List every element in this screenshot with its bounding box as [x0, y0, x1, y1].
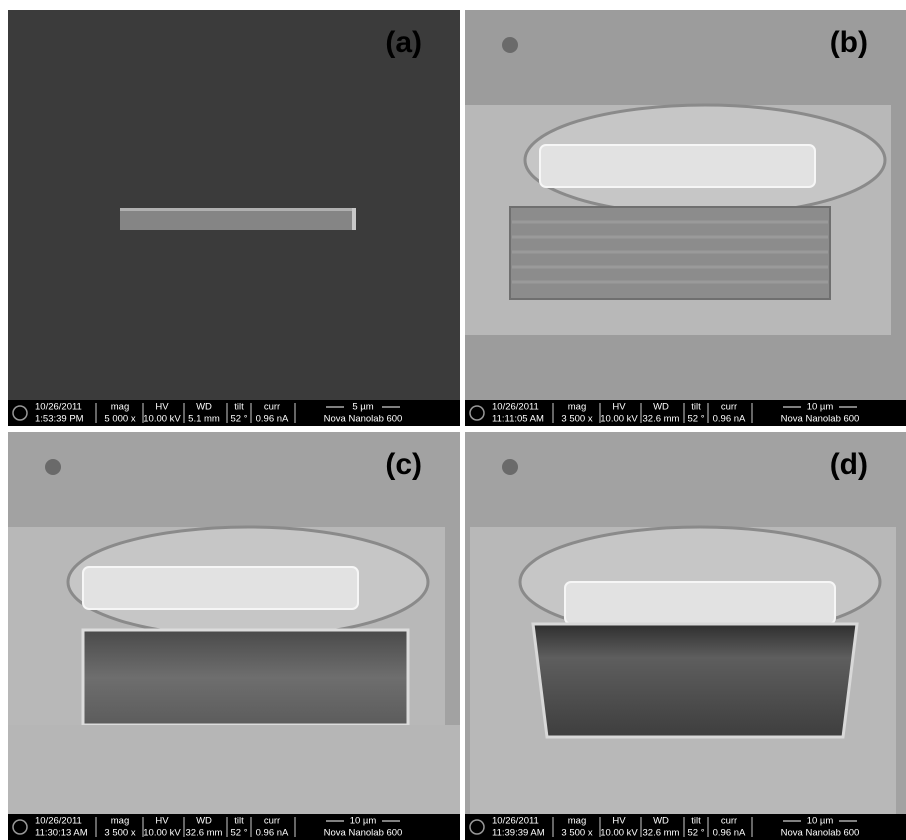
field-label: mag [568, 816, 586, 827]
field-value: 52 ° [230, 414, 247, 425]
lamella [540, 145, 815, 187]
time: 1:53:39 PM [35, 414, 84, 425]
date: 10/26/2011 [492, 816, 539, 827]
field-value: 52 ° [230, 828, 247, 839]
lamella-side [352, 208, 356, 230]
lower-surface [8, 725, 460, 814]
field-label: curr [721, 816, 737, 827]
time: 11:39:39 AM [492, 828, 545, 839]
field-label: WD [653, 402, 669, 413]
page: (a)10/26/20111:53:39 PMmag5 000 xHV10.00… [0, 0, 906, 840]
field-label: HV [155, 816, 169, 827]
scale-bar-label: 10 µm [807, 816, 834, 827]
field-label: WD [653, 816, 669, 827]
field-value: 10.00 kV [600, 414, 638, 425]
field-value: 10.00 kV [143, 828, 181, 839]
date: 10/26/2011 [492, 402, 539, 413]
field-label: tilt [691, 402, 701, 413]
field-value: 0.96 nA [256, 828, 289, 839]
field-value: 52 ° [687, 828, 704, 839]
trench [533, 624, 857, 737]
field-label: mag [568, 402, 586, 413]
field-label: mag [111, 816, 129, 827]
field-value: 0.96 nA [256, 414, 289, 425]
field-label: HV [612, 402, 626, 413]
scale-bar-label: 5 µm [352, 402, 373, 413]
field-value: 3 500 x [561, 414, 592, 425]
field-value: 10.00 kV [143, 414, 181, 425]
scale-bar-label: 10 µm [807, 402, 834, 413]
field-label: HV [155, 402, 169, 413]
particle [502, 37, 518, 53]
sem-image [465, 10, 906, 400]
panel-label: (d) [830, 448, 868, 481]
instrument: Nova Nanolab 600 [324, 828, 403, 839]
background [8, 10, 460, 400]
field-value: 32.6 mm [643, 828, 680, 839]
panel-label: (a) [385, 26, 422, 59]
time: 11:11:05 AM [492, 414, 544, 425]
field-label: tilt [691, 816, 701, 827]
trench [83, 630, 408, 725]
field-label: curr [721, 402, 737, 413]
field-label: WD [196, 402, 212, 413]
field-value: 32.6 mm [643, 414, 680, 425]
field-value: 3 500 x [104, 828, 135, 839]
date: 10/26/2011 [35, 816, 82, 827]
field-value: 5.1 mm [188, 414, 220, 425]
field-value: 52 ° [687, 414, 704, 425]
lamella [83, 567, 358, 609]
date: 10/26/2011 [35, 402, 82, 413]
field-label: curr [264, 816, 280, 827]
field-value: 0.96 nA [713, 828, 746, 839]
field-label: WD [196, 816, 212, 827]
instrument: Nova Nanolab 600 [781, 414, 860, 425]
instrument: Nova Nanolab 600 [781, 828, 860, 839]
sem-image [8, 432, 460, 814]
instrument: Nova Nanolab 600 [324, 414, 403, 425]
sem-image [8, 10, 460, 400]
field-label: mag [111, 402, 129, 413]
field-value: 5 000 x [104, 414, 135, 425]
field-value: 0.96 nA [713, 414, 746, 425]
field-value: 3 500 x [561, 828, 592, 839]
panel-label: (c) [385, 448, 422, 481]
figure: (a)10/26/20111:53:39 PMmag5 000 xHV10.00… [0, 0, 906, 840]
field-label: tilt [234, 402, 244, 413]
field-value: 32.6 mm [186, 828, 223, 839]
panel-label: (b) [830, 26, 868, 59]
particle [502, 459, 518, 475]
lamella-edge [120, 208, 356, 211]
particle [45, 459, 61, 475]
lamella [120, 208, 356, 230]
time: 11:30:13 AM [35, 828, 88, 839]
lamella [565, 582, 835, 624]
field-label: tilt [234, 816, 244, 827]
sem-image [465, 432, 906, 814]
field-label: HV [612, 816, 626, 827]
field-value: 10.00 kV [600, 828, 638, 839]
field-label: curr [264, 402, 280, 413]
scale-bar-label: 10 µm [350, 816, 377, 827]
